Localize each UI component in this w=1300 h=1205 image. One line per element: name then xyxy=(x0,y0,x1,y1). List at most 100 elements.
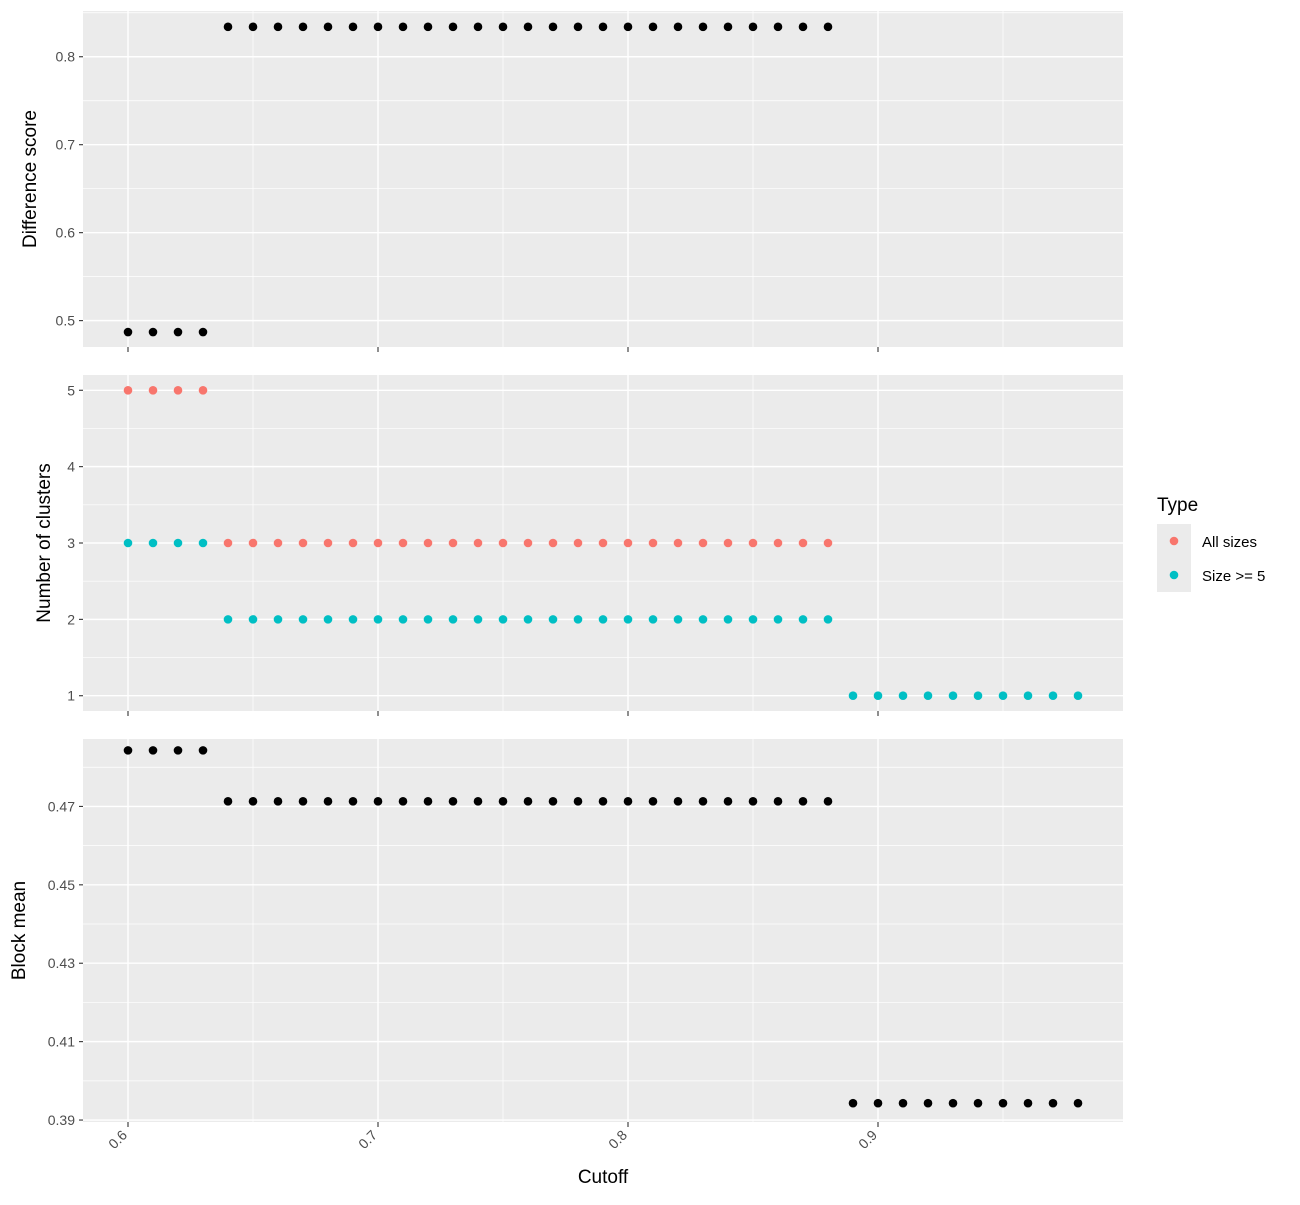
data-point xyxy=(823,22,833,32)
data-point xyxy=(598,22,608,32)
data-point xyxy=(198,385,208,395)
y-tick-label: 0.43 xyxy=(48,955,75,971)
data-point xyxy=(748,797,758,806)
data-point xyxy=(998,1098,1008,1108)
data-point xyxy=(723,22,733,32)
data-point xyxy=(798,615,808,624)
data-point xyxy=(423,22,433,32)
data-point xyxy=(673,797,683,806)
data-point xyxy=(148,746,158,755)
x-tick-label: 0.9 xyxy=(855,1127,880,1152)
data-point xyxy=(523,797,533,806)
data-point xyxy=(573,538,583,548)
data-point xyxy=(198,746,208,755)
data-point xyxy=(673,615,683,624)
y-tick-label: 0.41 xyxy=(48,1034,75,1050)
legend-title: Type xyxy=(1157,495,1198,516)
data-point xyxy=(548,538,558,548)
data-point xyxy=(248,797,258,806)
data-point xyxy=(123,746,133,755)
legend-label: All sizes xyxy=(1202,534,1257,551)
data-point xyxy=(698,615,708,624)
y-tick-label: 0.45 xyxy=(48,877,75,893)
data-point xyxy=(898,1098,908,1108)
data-point xyxy=(348,22,358,32)
data-point xyxy=(648,797,658,806)
data-point xyxy=(698,797,708,806)
data-point xyxy=(673,538,683,548)
legend-key-point xyxy=(1169,570,1179,580)
data-point xyxy=(548,797,558,806)
data-point xyxy=(348,615,358,624)
data-point xyxy=(498,797,508,806)
y-tick-label: 2 xyxy=(67,611,75,627)
data-point xyxy=(448,797,458,806)
y-tick-label: 3 xyxy=(67,535,75,551)
data-point xyxy=(273,22,283,32)
data-point xyxy=(848,1098,858,1108)
data-point xyxy=(173,746,183,755)
data-point xyxy=(298,538,308,548)
data-point xyxy=(423,538,433,548)
data-point xyxy=(798,538,808,548)
data-point xyxy=(123,327,133,337)
data-point xyxy=(623,797,633,806)
data-point xyxy=(623,615,633,624)
data-point xyxy=(373,797,383,806)
data-point xyxy=(1073,1098,1083,1108)
data-point xyxy=(173,327,183,337)
data-point xyxy=(248,538,258,548)
y-tick-label: 1 xyxy=(67,688,75,704)
data-point xyxy=(523,615,533,624)
data-point xyxy=(473,797,483,806)
data-point xyxy=(623,538,633,548)
data-point xyxy=(773,538,783,548)
data-point xyxy=(448,615,458,624)
y-axis-title: Block mean xyxy=(9,881,30,980)
data-point xyxy=(523,22,533,32)
data-point xyxy=(298,797,308,806)
data-point xyxy=(1073,691,1083,701)
data-point xyxy=(648,615,658,624)
y-tick-label: 0.47 xyxy=(48,798,75,814)
data-point xyxy=(923,1098,933,1108)
data-point xyxy=(273,538,283,548)
y-tick-label: 5 xyxy=(67,382,75,398)
data-point xyxy=(873,1098,883,1108)
data-point xyxy=(248,22,258,32)
data-point xyxy=(498,615,508,624)
data-point xyxy=(223,615,233,624)
legend-key-point xyxy=(1169,536,1179,546)
data-point xyxy=(448,22,458,32)
data-point xyxy=(798,797,808,806)
data-point xyxy=(773,22,783,32)
data-point xyxy=(473,538,483,548)
y-axis-title: Difference score xyxy=(20,110,41,248)
data-point xyxy=(948,691,958,701)
data-point xyxy=(748,615,758,624)
legend-label: Size >= 5 xyxy=(1202,568,1265,585)
data-point xyxy=(223,22,233,32)
data-point xyxy=(323,615,333,624)
data-point xyxy=(473,22,483,32)
y-tick-label: 4 xyxy=(67,459,75,475)
data-point xyxy=(1023,1098,1033,1108)
data-point xyxy=(998,691,1008,701)
data-point xyxy=(173,385,183,395)
data-point xyxy=(548,615,558,624)
data-point xyxy=(148,327,158,337)
data-point xyxy=(323,538,333,548)
y-tick-label: 0.7 xyxy=(56,137,76,153)
data-point xyxy=(973,1098,983,1108)
y-tick-label: 0.5 xyxy=(56,313,76,329)
data-point xyxy=(423,797,433,806)
data-point xyxy=(348,538,358,548)
data-point xyxy=(398,538,408,548)
data-point xyxy=(798,22,808,32)
data-point xyxy=(723,797,733,806)
data-point xyxy=(1023,691,1033,701)
data-point xyxy=(823,797,833,806)
data-point xyxy=(373,538,383,548)
data-point xyxy=(773,797,783,806)
